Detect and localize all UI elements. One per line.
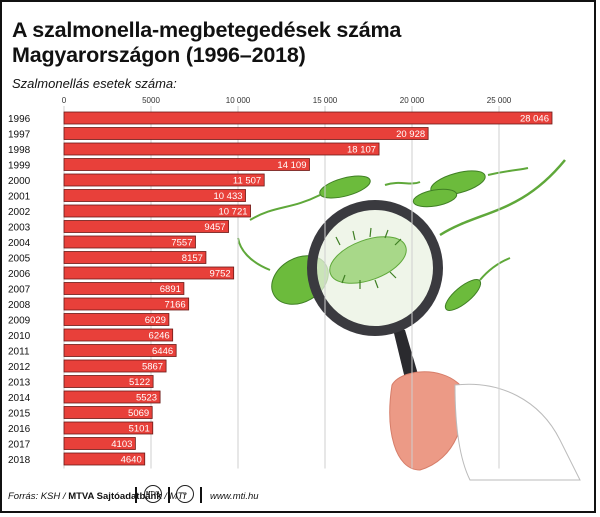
value-label: 28 046 [520,114,549,125]
category-label: 2007 [8,285,31,296]
category-label: 1996 [8,114,31,125]
category-label: 2000 [8,176,31,187]
bar [63,328,174,342]
category-label: 2008 [8,300,31,311]
value-label: 6029 [145,315,166,326]
value-label: 10 721 [218,207,247,218]
category-label: 2012 [8,362,31,373]
bar [63,235,196,249]
value-label: 6246 [149,331,170,342]
value-label: 9457 [204,222,225,233]
bar [63,437,136,450]
x-tick-label: 0 [62,96,67,105]
value-label: 5867 [142,362,163,373]
category-label: 2001 [8,192,31,203]
category-label: 2013 [8,378,31,389]
category-label: 2015 [8,409,31,420]
x-tick-label: 5000 [142,96,160,105]
value-label: 4640 [121,455,142,466]
x-tick-label: 20 000 [400,96,425,105]
bar [63,297,190,311]
chart-subtitle: Szalmonellás esetek száma: [12,76,177,91]
value-label: 10 433 [213,191,242,202]
source-bold: MTVA Sajtóadatbank [68,491,162,502]
bar [63,127,429,140]
value-label: 6446 [152,346,173,357]
category-label: 2003 [8,223,31,234]
value-label: 7557 [171,238,192,249]
bar [63,313,170,326]
footer-separator [200,487,202,503]
source-prefix: Forrás: KSH / [8,491,69,502]
chart-title: A szalmonella-megbetegedések száma Magya… [12,18,402,67]
category-label: 1997 [8,130,31,141]
category-label: 2005 [8,254,31,265]
mtva-logo: MTVA [144,485,162,503]
footer-separator [135,487,137,503]
hand-illustration [389,371,581,481]
bar [63,344,177,357]
mtva-logo-text: MTVA [146,491,160,497]
category-label: 2014 [8,393,31,404]
value-label: 20 928 [396,129,425,140]
value-label: 9752 [210,269,231,280]
value-label: 18 107 [347,145,376,156]
bar [63,189,246,202]
bar [63,390,161,404]
value-label: 5101 [129,424,150,435]
value-label: 5523 [136,393,157,404]
bar [63,452,146,466]
value-label: 5122 [129,377,150,388]
bar [63,204,251,218]
mti-logo: ∞ [176,485,194,503]
category-label: 1999 [8,161,31,172]
value-label: 4103 [111,439,132,450]
x-tick-label: 25 000 [487,96,512,105]
value-label: 5069 [128,408,149,419]
bar [63,359,167,373]
value-label: 11 507 [233,176,261,187]
category-label: 2011 [8,347,30,358]
category-label: 1998 [8,145,31,156]
footer-source: Forrás: KSH / MTVA Sajtóadatbank / MTI [8,491,186,502]
category-label: 2016 [8,424,31,435]
category-label: 2006 [8,269,31,280]
category-label: 2017 [8,440,31,451]
value-label: 14 109 [277,160,306,171]
value-label: 7166 [165,300,186,311]
bar [63,173,265,187]
category-label: 2002 [8,207,31,218]
bar [63,282,185,295]
value-label: 8157 [182,253,203,264]
bar [63,251,207,264]
bar [63,421,154,435]
category-label: 2010 [8,331,31,342]
bar [63,220,229,233]
bar [63,375,154,388]
value-label: 6891 [160,284,181,295]
bar [63,406,153,419]
bar [63,142,380,156]
footer-separator [168,487,170,503]
category-label: 2004 [8,238,31,249]
footer-url: www.mti.hu [210,491,259,502]
bar [63,111,553,125]
bar [63,266,235,280]
x-tick-label: 15 000 [313,96,338,105]
source-suffix: / MTI [161,491,186,502]
x-tick-label: 10 000 [226,96,251,105]
category-label: 2018 [8,455,31,466]
bar [63,158,310,171]
category-label: 2009 [8,316,31,327]
